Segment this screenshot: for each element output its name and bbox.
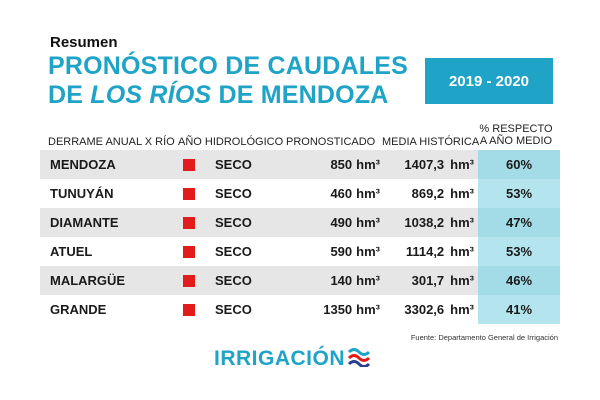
year-type: SECO [215,186,252,201]
table-row: MENDOZA SECO 850 hm³ 1407,3 hm³ 60% [40,150,560,179]
table-row: GRANDE SECO 1350 hm³ 3302,6 hm³ 41% [40,295,560,324]
title-line-2: DE LOS RÍOS DE MENDOZA [48,81,389,109]
river-name: TUNUYÁN [50,186,114,201]
year-type: SECO [215,302,252,317]
forecast-value: 140 hm³ [330,273,380,288]
forecast-value: 590 hm³ [330,244,380,259]
column-header-river: DERRAME ANUAL X RÍO [48,136,175,148]
logo-text: IRRIGACIÓN [214,346,345,370]
wave-logo-icon [347,345,371,372]
historical-value: 1038,2 hm³ [404,215,474,230]
historical-value: 869,2 hm³ [411,186,474,201]
historical-value: 1114,2 hm³ [405,244,474,259]
period-badge: 2019 - 2020 [425,58,553,104]
forecast-value: 460 hm³ [330,186,380,201]
source-note: Fuente: Departamento General de Irrigaci… [410,333,558,342]
status-dry-icon [183,150,195,179]
forecast-table: MENDOZA SECO 850 hm³ 1407,3 hm³ 60% TUNUYÁN SECO… [40,150,560,324]
table-row: DIAMANTE SECO 490 hm³ 1038,2 hm³ 47% [40,208,560,237]
percent-value: 41% [478,295,560,324]
column-header-year-type: AÑO HIDROLÓGICO [178,136,284,148]
irrigacion-logo: IRRIGACIÓN [214,345,371,372]
river-name: GRANDE [50,302,107,317]
table-header: DERRAME ANUAL X RÍO AÑO HIDROLÓGICO PRON… [40,123,560,153]
status-dry-icon [183,179,195,208]
status-dry-icon [183,237,195,266]
year-type: SECO [215,244,252,259]
year-type: SECO [215,157,252,172]
forecast-value: 490 hm³ [330,215,380,230]
status-dry-icon [183,208,195,237]
river-name: MENDOZA [50,157,116,172]
percent-value: 47% [478,208,560,237]
year-type: SECO [215,215,252,230]
column-header-forecast: PRONOSTICADO [286,136,376,148]
historical-value: 301,7 hm³ [411,273,474,288]
status-dry-icon [183,295,195,324]
river-name: MALARGÜE [50,273,126,288]
river-name: ATUEL [50,244,93,259]
page-title: PRONÓSTICO DE CAUDALES DE LOS RÍOS DE ME… [48,52,408,110]
table-row: ATUEL SECO 590 hm³ 1114,2 hm³ 53% [40,237,560,266]
year-type: SECO [215,273,252,288]
column-header-percent: % RESPECTO A AÑO MEDIO [479,123,553,147]
historical-value: 3302,6 hm³ [404,302,474,317]
percent-value: 60% [478,150,560,179]
percent-value: 53% [478,179,560,208]
forecast-value: 1350 hm³ [323,302,380,317]
river-name: DIAMANTE [50,215,119,230]
table-row: TUNUYÁN SECO 460 hm³ 869,2 hm³ 53% [40,179,560,208]
status-dry-icon [183,266,195,295]
title-line-1: PRONÓSTICO DE CAUDALES [48,52,408,80]
historical-value: 1407,3 hm³ [404,157,474,172]
summary-kicker: Resumen [50,34,118,51]
column-header-historical: MEDIA HISTÓRICA [382,136,480,148]
percent-value: 46% [478,266,560,295]
percent-value: 53% [478,237,560,266]
forecast-value: 850 hm³ [330,157,380,172]
table-row: MALARGÜE SECO 140 hm³ 301,7 hm³ 46% [40,266,560,295]
